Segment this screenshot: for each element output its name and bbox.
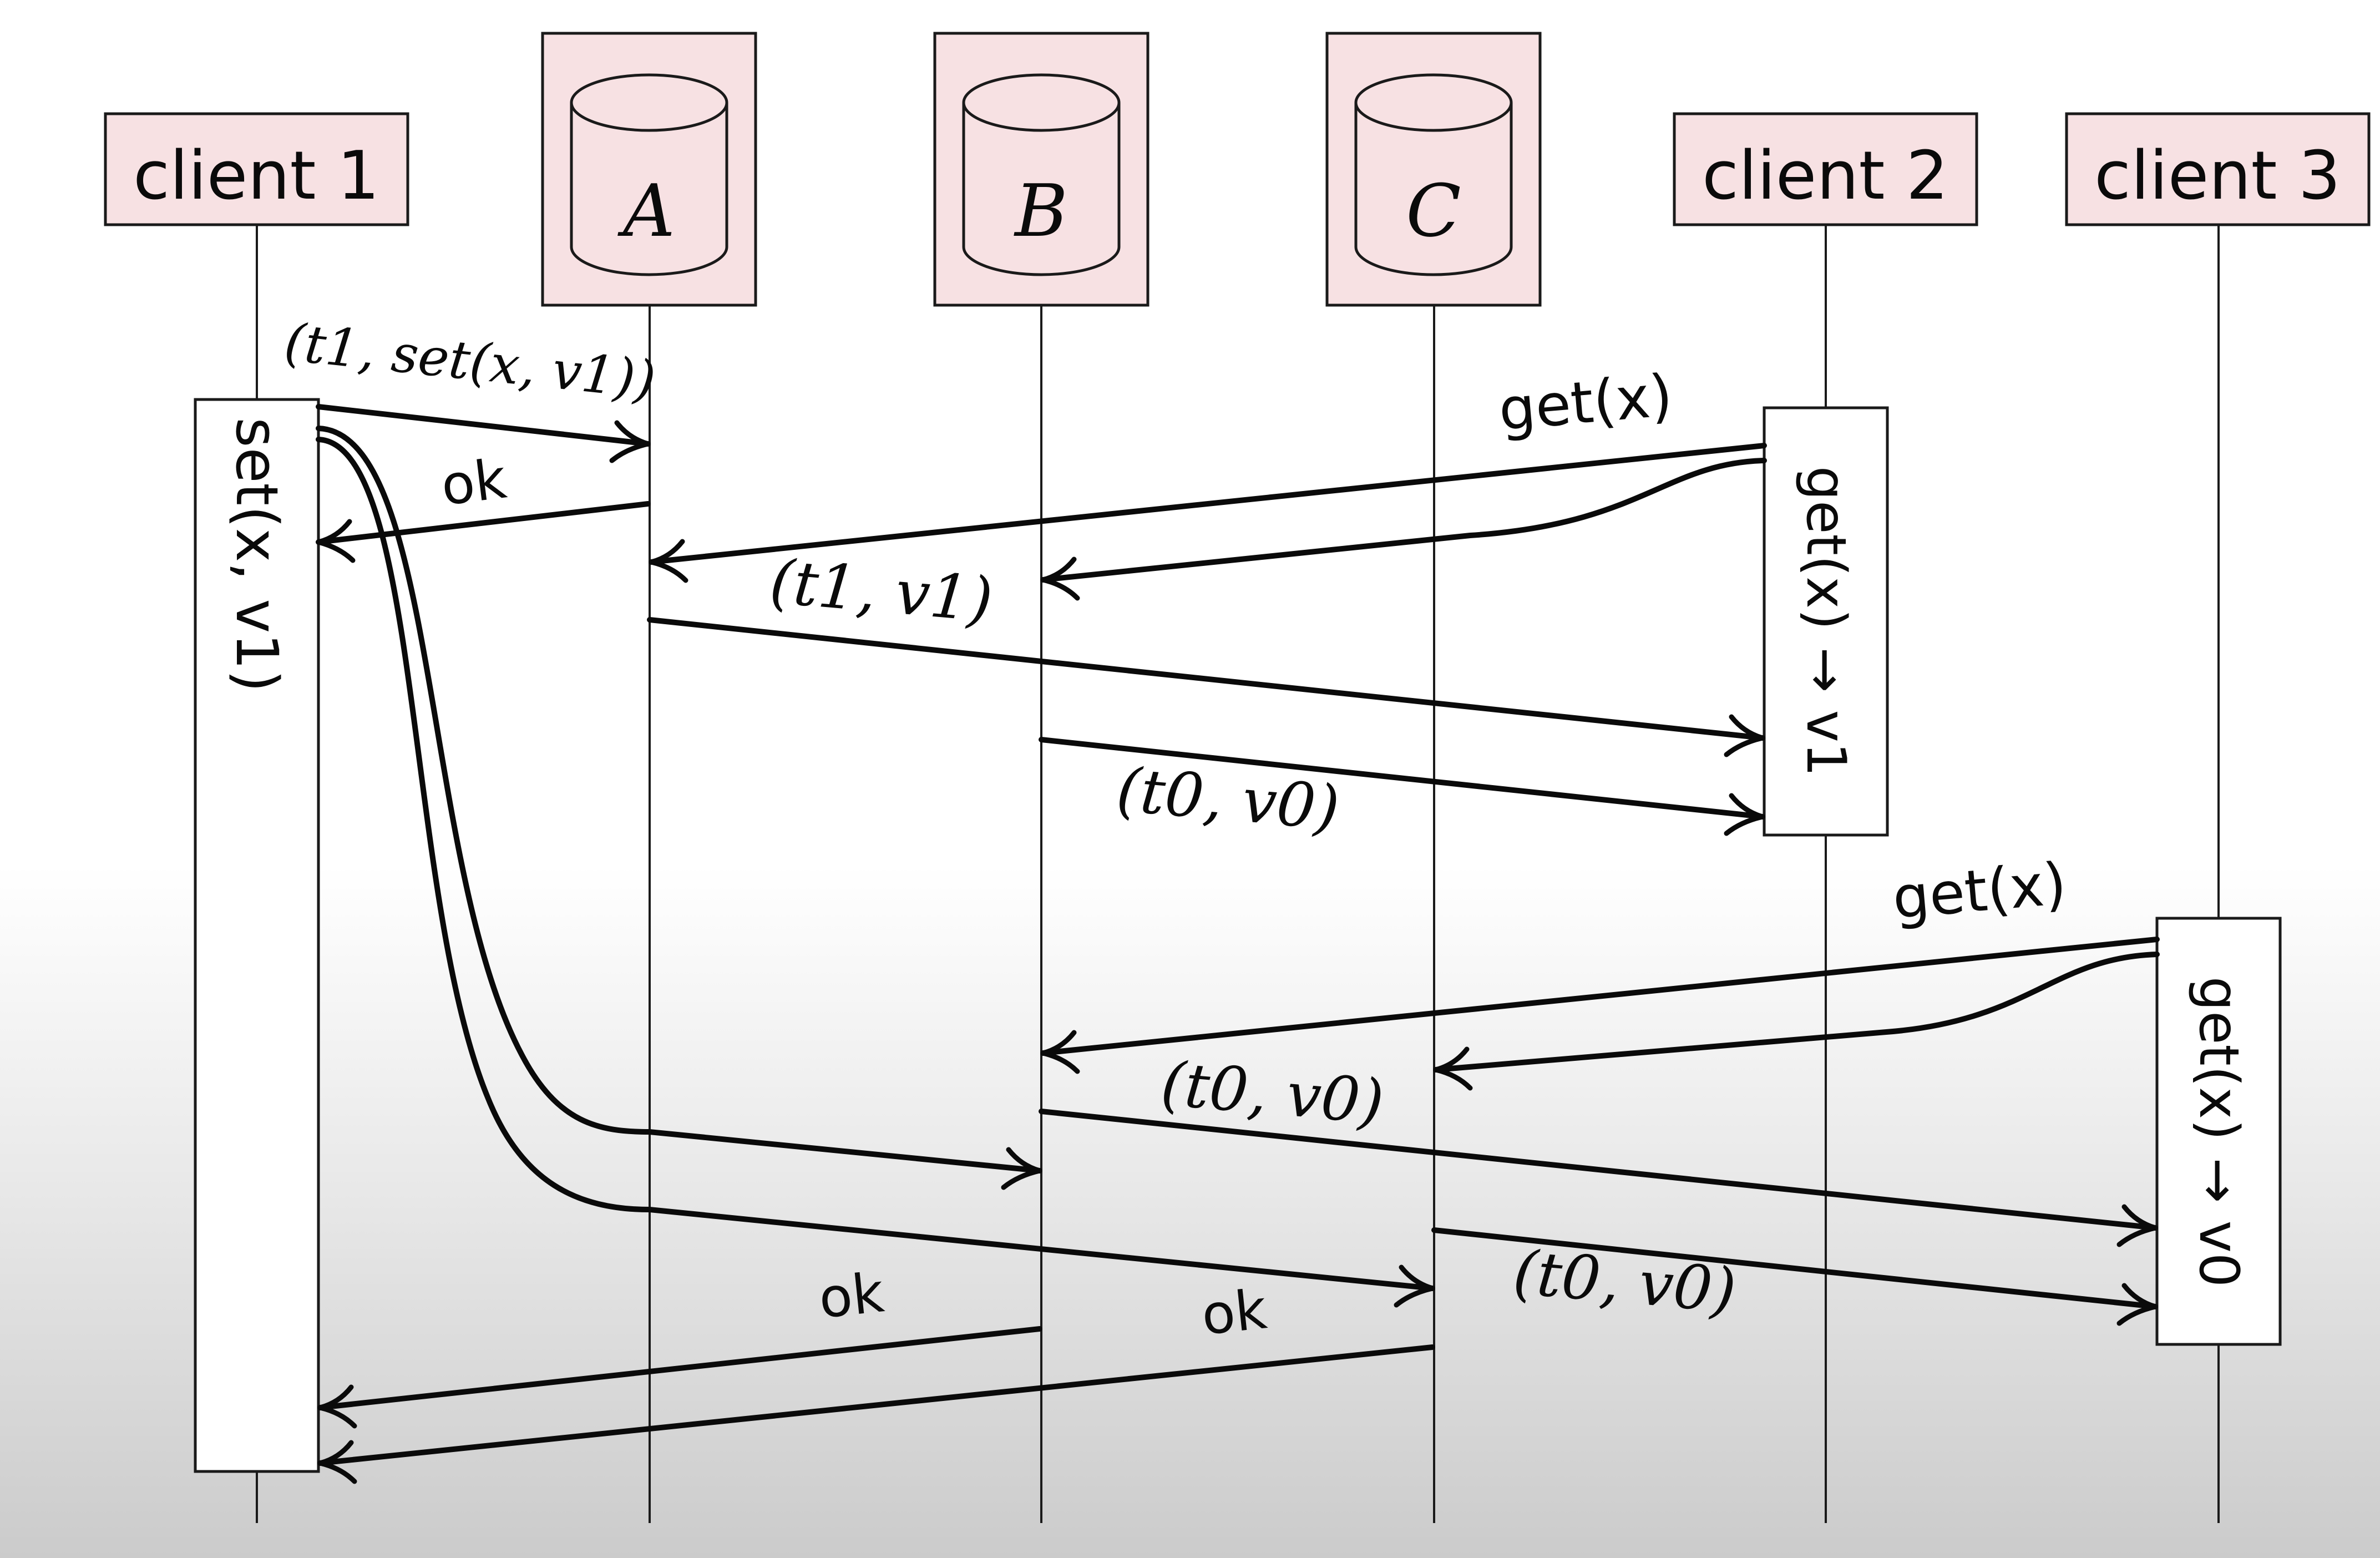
participant-client1-label: client 1 [133,138,379,215]
arrowhead [316,519,356,563]
participant-A-label: A [617,169,675,253]
participant-client1: client 1 [104,112,409,226]
activation-client1-label: set(x, v1) [223,417,291,692]
arrowhead [1040,1030,1080,1074]
database-icon [570,73,728,276]
activation-client2-label: get(x) → v1 [1794,466,1857,777]
message-ok-from-A [316,501,651,545]
arrowhead [1001,1147,1042,1190]
message-set-label: (t1, set(x, v1)) [282,312,659,411]
activation-client3: get(x) → v0 [2155,917,2282,1346]
participant-client2: client 2 [1673,112,1978,226]
participant-A: A [541,32,757,307]
participant-client3: client 3 [2065,112,2371,226]
message-get-client3-to-C [1433,952,2160,1073]
arrowhead [1040,557,1080,601]
message-get-client2-to-A [649,443,1767,565]
message-set-to-C [316,437,1435,1291]
message-reply-C-to-client3 [1431,1227,2158,1309]
participant-client3-label: client 3 [2094,138,2341,215]
participant-B-label: B [1014,169,1068,253]
arrowhead [1724,714,1765,757]
message-get-client3-to-B [1040,937,2160,1056]
message-reply-B-to-client2 [1039,737,1765,820]
arrowhead [317,1384,357,1429]
message-get-client3-label: get(x) [1890,849,2069,932]
arrowhead [1724,793,1765,836]
arrowhead [2116,1204,2158,1247]
arrowhead [317,1440,357,1484]
message-ok-C-label: ok [1199,1278,1270,1348]
participant-B: B [933,32,1150,307]
message-set-to-B [316,426,1042,1173]
messages: (t1, set(x, v1)) ok get(x) (t1, v1) [282,312,2160,1484]
arrowhead [1394,1264,1435,1308]
database-icon [962,73,1121,276]
message-ok-from-C [317,1344,1435,1466]
arrowhead [649,539,688,583]
message-reply-C-client3-label: (t0, v0) [1511,1236,1739,1327]
message-reply-B-to-client3 [1039,1109,2158,1231]
participant-client2-label: client 2 [1702,138,1948,215]
message-ok-from-B [317,1326,1042,1410]
message-get-client2-to-B [1040,458,1767,583]
database-icon [1354,73,1513,276]
message-get-client2-label: get(x) [1496,361,1675,444]
message-reply-A-label: (t1, v1) [767,545,996,636]
message-ok-B-label: ok [816,1261,887,1331]
activation-client3-label: get(x) → v0 [2187,977,2250,1287]
message-ok-A-label: ok [438,447,510,518]
participant-C-label: C [1406,169,1461,253]
message-set-to-A [316,404,651,447]
arrowhead [2116,1283,2158,1326]
message-reply-A-to-client2 [647,617,1765,741]
arrowhead [609,420,651,463]
participant-C: C [1325,32,1542,307]
arrowhead [1433,1046,1473,1091]
activation-client1: set(x, v1) [194,398,320,1473]
activation-client2: get(x) → v1 [1763,406,1889,837]
